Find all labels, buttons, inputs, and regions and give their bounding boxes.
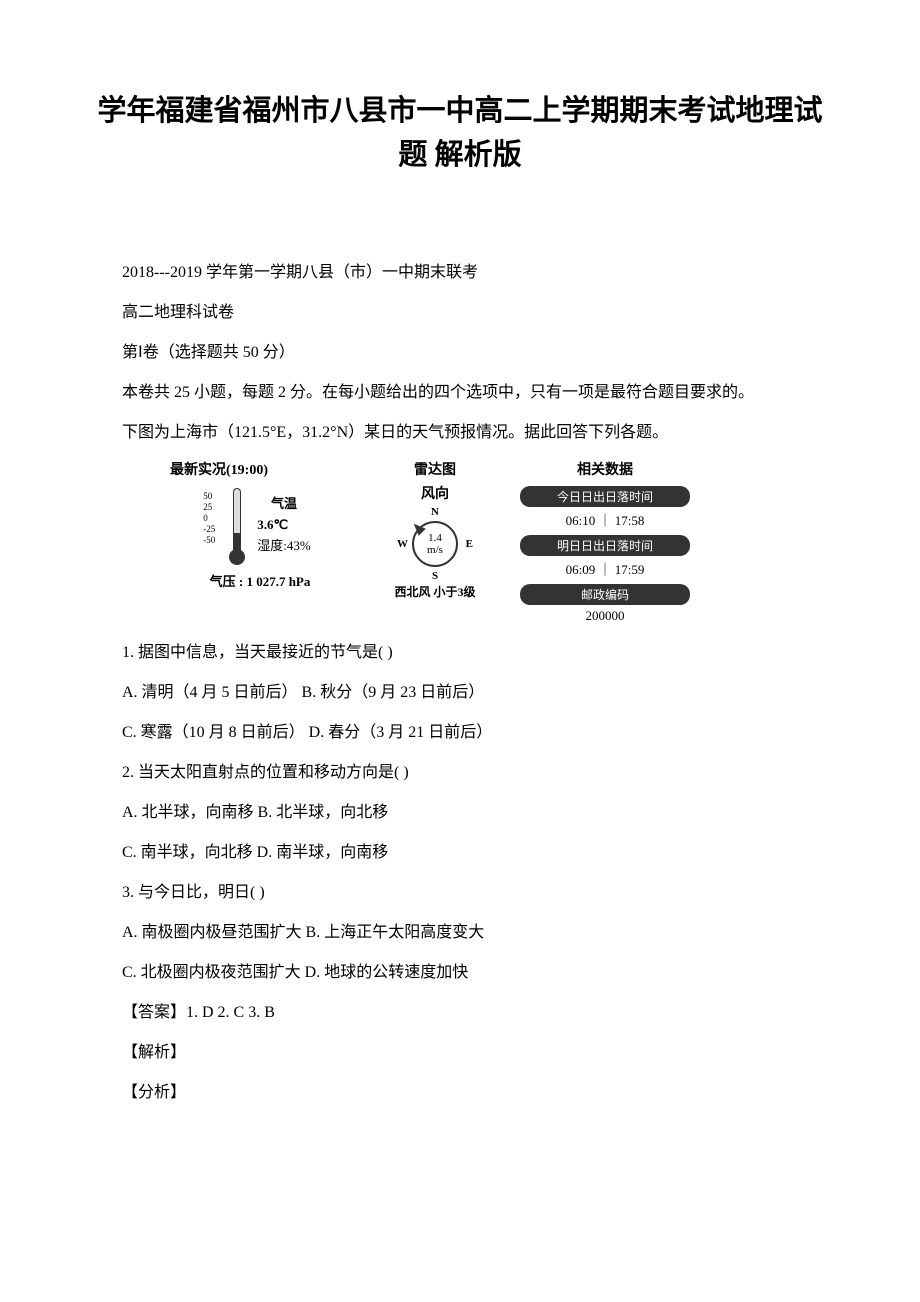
wind-speed-unit: m/s (427, 544, 443, 556)
question-2-options-ab: A. 北半球，向南移 B. 北半球，向北移 (90, 797, 830, 829)
weather-col-realtime: 最新实况(19:00) 50 25 0 -25 -50 气温 3.6℃ 湿度:4… (170, 459, 350, 627)
compass-east: E (466, 538, 473, 550)
question-1-options-ab: A. 清明（4 月 5 日前后） B. 秋分（9 月 23 日前后） (90, 677, 830, 709)
question-2-options-cd: C. 南半球，向北移 D. 南半球，向南移 (90, 837, 830, 869)
question-3-options-cd: C. 北极圈内极夜范围扩大 D. 地球的公转速度加快 (90, 957, 830, 989)
postal-label: 邮政编码 (520, 584, 690, 605)
realtime-header: 最新实况(19:00) (170, 459, 268, 479)
tomorrow-sun-label: 明日日出日落时间 (520, 535, 690, 556)
postal-value: 200000 (520, 605, 690, 627)
temp-label: 气温 (257, 494, 310, 515)
question-context: 下图为上海市（121.5°E，31.2°N）某日的天气预报情况。据此回答下列各题… (90, 417, 830, 449)
today-sun-times: 06:10 ｜ 17:58 (520, 507, 690, 532)
tomorrow-sun-times: 06:09 ｜ 17:59 (520, 556, 690, 581)
thermometer-icon: 50 25 0 -25 -50 (209, 483, 249, 568)
analysis-label: 【解析】 (90, 1037, 830, 1069)
compass-icon: N S W E 1.4 m/s (399, 508, 471, 580)
temp-value: 3.6℃ (257, 515, 310, 536)
temperature-section: 50 25 0 -25 -50 气温 3.6℃ 湿度:43% (209, 483, 310, 568)
weather-col-data: 相关数据 今日日出日落时间 06:10 ｜ 17:58 明日日出日落时间 06:… (520, 459, 690, 627)
wind-description: 西北风 小于3级 (394, 583, 475, 600)
section-header: 第Ⅰ卷（选择题共 50 分） (90, 337, 830, 369)
data-header: 相关数据 (577, 459, 633, 479)
compass-north: N (431, 506, 439, 518)
instructions: 本卷共 25 小题，每题 2 分。在每小题给出的四个选项中，只有一项是最符合题目… (90, 377, 830, 409)
subtitle-subject: 高二地理科试卷 (90, 297, 830, 329)
thermometer-scale: 50 25 0 -25 -50 (203, 491, 215, 546)
wind-direction-label: 风向 (421, 483, 449, 503)
weather-forecast-widget: 最新实况(19:00) 50 25 0 -25 -50 气温 3.6℃ 湿度:4… (170, 459, 690, 627)
temperature-text: 气温 3.6℃ 湿度:43% (257, 494, 310, 556)
wind-speed-value: 1.4 (428, 532, 442, 544)
breakdown-label: 【分析】 (90, 1077, 830, 1109)
compass-west: W (397, 538, 408, 550)
question-1: 1. 据图中信息，当天最接近的节气是( ) (90, 637, 830, 669)
sun-postal-data: 今日日出日落时间 06:10 ｜ 17:58 明日日出日落时间 06:09 ｜ … (520, 483, 690, 627)
humidity-value: 湿度:43% (257, 536, 310, 557)
question-2: 2. 当天太阳直射点的位置和移动方向是( ) (90, 757, 830, 789)
weather-col-radar: 雷达图 风向 N S W E 1.4 m/s 西北风 小于3级 (360, 459, 510, 627)
today-sun-label: 今日日出日落时间 (520, 486, 690, 507)
compass-south: S (432, 570, 438, 582)
pressure-value: 气压 : 1 027.7 hPa (210, 571, 311, 590)
subtitle-exam: 2018---2019 学年第一学期八县（市）一中期末联考 (90, 257, 830, 289)
document-title: 学年福建省福州市八县市一中高二上学期期末考试地理试题 解析版 (90, 90, 830, 177)
question-3: 3. 与今日比，明日( ) (90, 877, 830, 909)
question-3-options-ab: A. 南极圈内极昼范围扩大 B. 上海正午太阳高度变大 (90, 917, 830, 949)
answers-line: 【答案】1. D 2. C 3. B (90, 997, 830, 1029)
radar-header: 雷达图 (414, 459, 456, 479)
question-1-options-cd: C. 寒露（10 月 8 日前后） D. 春分（3 月 21 日前后） (90, 717, 830, 749)
